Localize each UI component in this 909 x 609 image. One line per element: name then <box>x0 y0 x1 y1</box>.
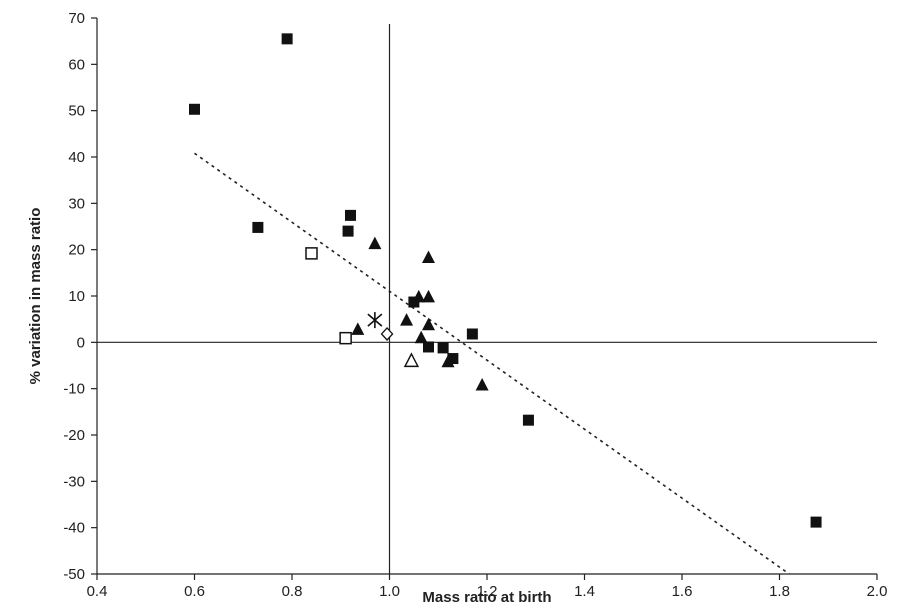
y-axis-title: % variation in mass ratio <box>27 208 44 385</box>
filled-triangle-point <box>351 322 365 335</box>
filled-triangle-point <box>412 289 426 303</box>
y-tick-label: 70 <box>68 10 85 27</box>
y-tick-label: 60 <box>68 56 85 73</box>
x-tick-label: 1.8 <box>769 583 790 600</box>
filled-square-point <box>342 225 354 237</box>
filled-triangle-point <box>422 317 435 331</box>
filled-triangle-point <box>475 377 489 391</box>
filled-triangle-point <box>441 354 455 368</box>
filled-triangle-point <box>422 250 435 264</box>
y-tick-label: -20 <box>63 427 85 444</box>
x-axis-title: Mass ratio at birth <box>422 589 551 606</box>
filled-triangle-point <box>414 330 428 344</box>
trendline <box>194 152 790 575</box>
y-tick-label: -50 <box>63 566 85 583</box>
y-tick-label: 40 <box>68 149 85 166</box>
filled-square-point <box>522 414 534 426</box>
filled-square-point <box>437 342 449 354</box>
trendline-group <box>194 152 790 575</box>
filled-square-point <box>423 341 434 353</box>
filled-triangle-point <box>368 236 382 250</box>
y-tick-label: 10 <box>68 288 85 305</box>
filled-square-point <box>447 353 459 365</box>
open-square-point <box>339 331 352 345</box>
x-tick-label: 2.0 <box>867 583 888 600</box>
y-tick-label: 0 <box>77 334 85 351</box>
x-tick-label: 0.4 <box>87 583 108 600</box>
filled-square-point <box>466 328 478 340</box>
x-tick-label: 1.0 <box>379 583 400 600</box>
asterisk-point <box>367 312 383 329</box>
y-tick-label: 30 <box>68 195 85 212</box>
y-tick-label: 20 <box>68 242 85 259</box>
x-tick-label: 0.8 <box>282 583 303 600</box>
x-axis-ticks: 0.4 0.6 0.8 1.0 1.2 1.4 1.6 1.8 2.0 <box>87 574 888 600</box>
y-tick-label: -10 <box>63 381 85 398</box>
x-tick-label: 1.6 <box>672 583 693 600</box>
open-triangle-point <box>403 352 420 368</box>
filled-square-point <box>281 33 293 45</box>
x-tick-label: 0.6 <box>184 583 205 600</box>
filled-square-point <box>810 516 822 528</box>
filled-triangle-point <box>400 313 414 326</box>
open-diamond-point <box>380 327 394 341</box>
open-square-point <box>305 247 318 260</box>
filled-square-point <box>189 103 200 115</box>
filled-square-point <box>252 221 264 233</box>
y-tick-label: 50 <box>68 103 85 120</box>
data-points <box>189 33 822 528</box>
filled-square-point <box>345 209 356 221</box>
y-tick-label: -40 <box>63 520 85 537</box>
x-tick-label: 1.2 <box>477 583 498 600</box>
filled-triangle-point <box>422 289 435 303</box>
reference-lines <box>97 24 877 574</box>
x-tick-label: 1.4 <box>574 583 595 600</box>
y-tick-label: -30 <box>63 473 85 490</box>
y-axis-ticks: 70 60 50 40 30 20 10 0 -10 -20 -30 -40 -50 <box>63 10 97 583</box>
